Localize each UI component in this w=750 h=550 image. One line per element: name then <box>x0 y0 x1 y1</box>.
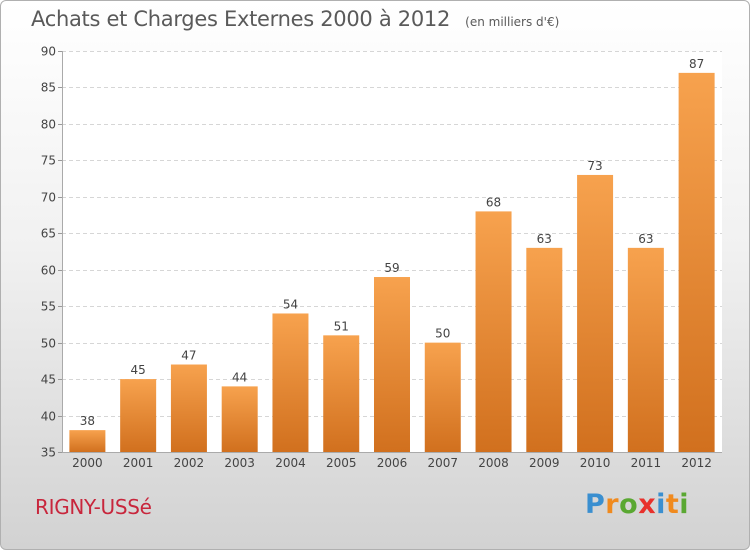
x-tick-label: 2006 <box>377 456 408 470</box>
bar <box>475 211 512 452</box>
data-label: 54 <box>283 297 298 311</box>
brand-letter: x <box>638 489 657 520</box>
brand-letter: i <box>679 489 690 520</box>
bar <box>221 386 258 452</box>
data-label: 38 <box>80 414 95 428</box>
bar <box>526 247 563 452</box>
bar <box>627 247 664 452</box>
data-label: 50 <box>435 327 450 341</box>
x-tick-label: 2002 <box>174 456 205 470</box>
bar <box>323 335 360 452</box>
place-name: RIGNY-USSé <box>35 495 152 519</box>
y-tick-label: 50 <box>41 337 56 351</box>
y-tick-label: 85 <box>41 81 56 95</box>
x-tick-label: 2011 <box>631 456 662 470</box>
bar <box>424 342 461 452</box>
x-tick-label: 2008 <box>478 456 509 470</box>
data-label: 63 <box>638 232 653 246</box>
bar <box>272 313 309 452</box>
bar <box>577 174 614 453</box>
x-tick-label: 2003 <box>224 456 255 470</box>
bar <box>374 277 410 452</box>
chart-unit: (en milliers d'€) <box>465 15 560 29</box>
data-label: 44 <box>232 370 247 384</box>
x-tick-label: 2012 <box>681 456 712 470</box>
x-tick-label: 2004 <box>275 456 306 470</box>
y-tick-label: 65 <box>41 227 56 241</box>
data-label: 47 <box>181 349 196 363</box>
data-label: 45 <box>131 363 146 377</box>
brand-letter: r <box>605 489 620 520</box>
brand-letter: o <box>619 489 639 520</box>
title-row: Achats et Charges Externes 2000 à 2012 (… <box>31 7 559 31</box>
data-label: 68 <box>486 195 501 209</box>
bar <box>120 379 157 452</box>
y-tick-label: 75 <box>41 154 56 168</box>
y-tick-label: 60 <box>41 264 56 278</box>
x-tick-label: 2000 <box>72 456 103 470</box>
x-tick-label: 2001 <box>123 456 154 470</box>
x-tick-label: 2007 <box>427 456 458 470</box>
x-tick-label: 2005 <box>326 456 357 470</box>
data-label: 63 <box>537 232 552 246</box>
y-tick-label: 80 <box>41 118 56 132</box>
chart-title: Achats et Charges Externes 2000 à 2012 <box>31 7 451 31</box>
bar <box>170 364 207 452</box>
y-tick-label: 70 <box>41 191 56 205</box>
bar <box>678 72 715 452</box>
brand-letter: P <box>585 489 606 520</box>
data-label: 73 <box>587 159 602 173</box>
bar-chart: 35 40 45 50 55 60 65 70 75 80 85 90 38 2000 45 2001 47 20… <box>41 45 722 470</box>
x-tick-label: 2010 <box>580 456 611 470</box>
data-label: 87 <box>689 57 704 71</box>
x-tick-label: 2009 <box>529 456 560 470</box>
brand-logo: Proxiti <box>585 489 689 520</box>
brand-letter: i <box>656 489 666 520</box>
y-tick-label: 55 <box>41 300 56 314</box>
y-tick-label: 90 <box>41 45 56 59</box>
brand-letter: t <box>665 489 680 520</box>
y-tick-label: 40 <box>41 410 56 424</box>
y-tick-label: 45 <box>41 373 56 387</box>
bar <box>69 430 106 452</box>
y-tick-label: 35 <box>41 446 56 460</box>
data-label: 51 <box>334 319 349 333</box>
data-label: 59 <box>384 261 399 275</box>
